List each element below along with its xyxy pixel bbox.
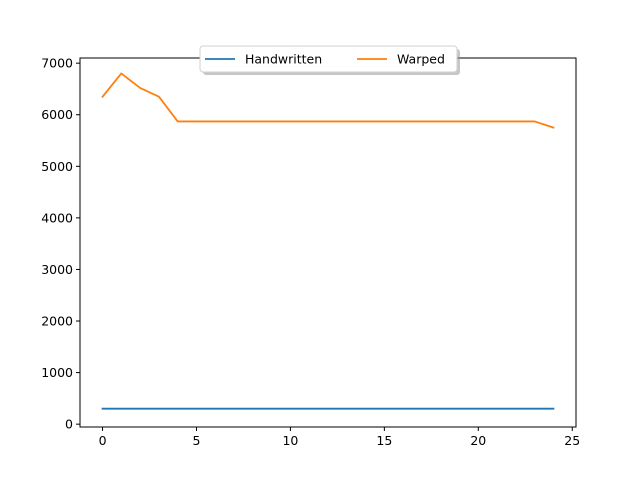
y-tick-label-5000: 5000	[41, 159, 73, 174]
series-line-warped	[101, 72, 555, 129]
axes: 0 5 10 15 20 25 0 1000 2000 3000 4000 5000 6000 7000	[41, 56, 580, 448]
plot-area	[101, 72, 555, 410]
y-tick-label-6000: 6000	[41, 107, 73, 122]
x-tick-label-0: 0	[99, 433, 107, 448]
x-tick-label-5: 5	[193, 433, 201, 448]
y-tick-label-7000: 7000	[41, 56, 73, 71]
legend-label-handwritten: Handwritten	[245, 52, 322, 67]
y-tick-label-0: 0	[65, 417, 73, 432]
x-tick-label-20: 20	[470, 433, 486, 448]
y-tick-label-2000: 2000	[41, 314, 73, 329]
legend-label-warped: Warped	[397, 52, 445, 67]
y-tick-label-1000: 1000	[41, 365, 73, 380]
x-tick-label-25: 25	[564, 433, 580, 448]
y-tick-label-3000: 3000	[41, 262, 73, 277]
x-tick-label-15: 15	[376, 433, 392, 448]
legend-box	[199, 45, 458, 73]
y-tick-label-4000: 4000	[41, 210, 73, 225]
x-tick-label-10: 10	[282, 433, 298, 448]
legend: Handwritten Warped	[199, 45, 460, 75]
